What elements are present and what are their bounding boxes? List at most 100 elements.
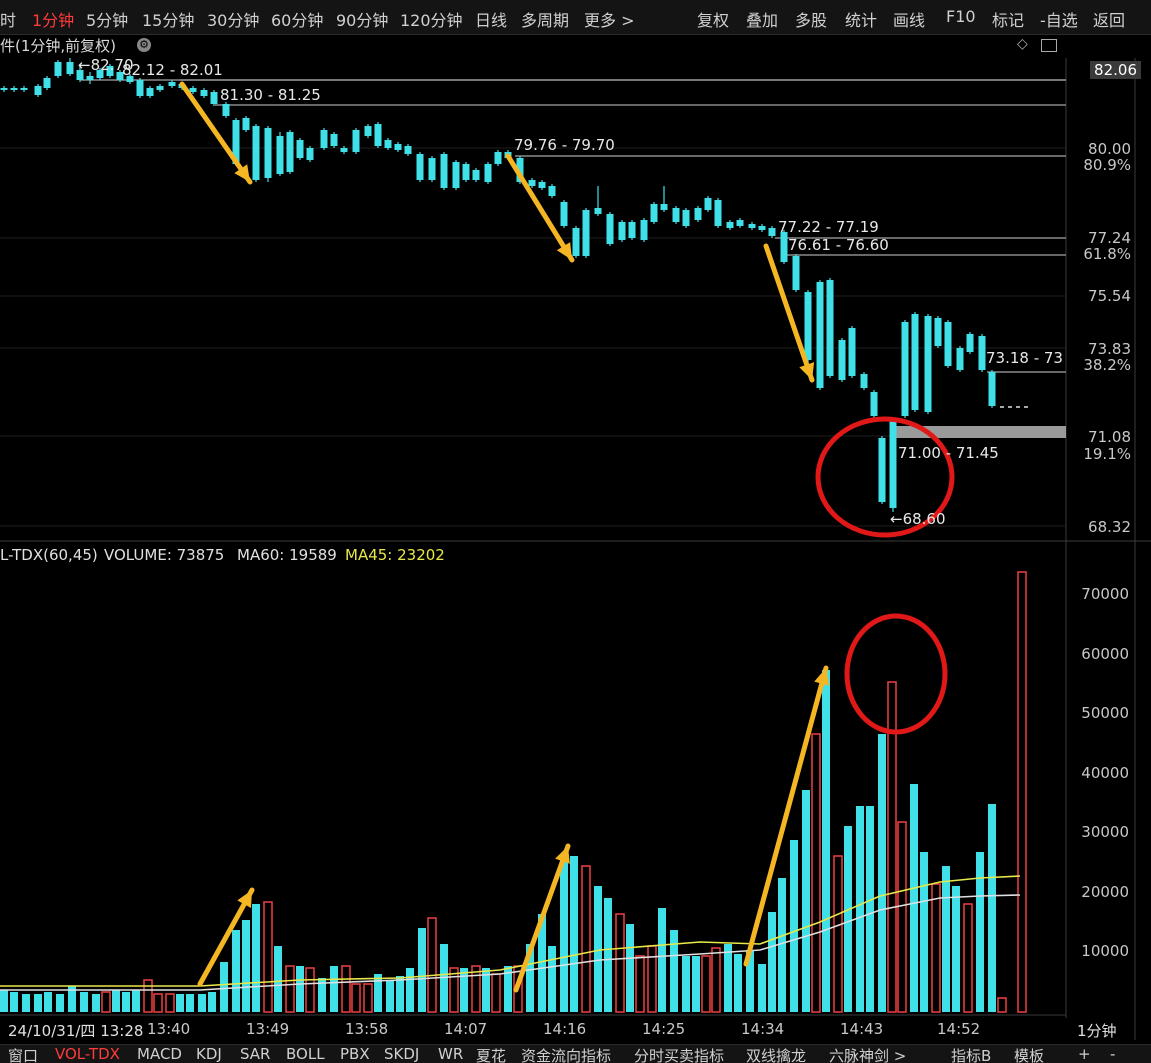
indicator-tab-2[interactable]: MACD [137, 1045, 182, 1063]
period-tab-7[interactable]: 120分钟 [400, 11, 463, 30]
bottom-right-button-0[interactable]: 指标B [951, 1047, 992, 1063]
volume-indicator-name[interactable]: L-TDX(60,45) [0, 546, 98, 564]
toolbar-action-4[interactable]: 画线 [893, 11, 926, 30]
volume-bar [22, 994, 30, 1012]
period-tab-1[interactable]: 1分钟 [32, 11, 75, 30]
volume-bar [186, 994, 194, 1012]
indicator-tab-bar: 窗口 VOL-TDX MACD KDJ SAR BOLL PBX SKDJ WR 夏花 资金流向指标… [0, 1044, 1151, 1063]
indicator-tab-0[interactable]: 窗口 [8, 1047, 39, 1063]
indicator-tab-11[interactable]: 分时买卖指标 [634, 1047, 725, 1063]
candle-body [76, 70, 84, 80]
bottom-right-button-3[interactable]: - [1110, 1045, 1116, 1063]
volume-bar [1017, 571, 1027, 1013]
zone-label: 77.22 - 77.19 [778, 218, 879, 236]
volume-bar [34, 994, 42, 1012]
candle-body [768, 228, 776, 236]
candle-body [252, 126, 260, 180]
volume-bar [822, 670, 830, 1012]
candle-body [901, 322, 909, 416]
candle-body [838, 340, 846, 380]
toolbar-action-0[interactable]: 复权 [697, 11, 730, 30]
toolbar-action-3[interactable]: 统计 [845, 11, 878, 30]
indicator-tab-10[interactable]: 资金流向指标 [521, 1047, 612, 1063]
candle-body [792, 256, 800, 290]
period-tab-10[interactable]: 更多 > [584, 11, 635, 30]
period-toolbar: 时 1分钟 5分钟 15分钟 30分钟 60分钟 90分钟 120分钟 日线 多周期 更多 > 复权叠… [0, 0, 1151, 35]
indicator-tab-7[interactable]: SKDJ [384, 1045, 420, 1063]
candle-body [200, 90, 208, 96]
volume-bar [0, 990, 8, 1012]
bottom-right-button-2[interactable]: + [1078, 1045, 1091, 1063]
volume-bar [263, 901, 273, 1013]
toolbar-action-1[interactable]: 叠加 [746, 11, 779, 30]
toolbar-action-5[interactable]: F10 [946, 7, 976, 26]
candle-body [340, 148, 348, 152]
volume-bar [232, 930, 240, 1012]
candle-body [878, 438, 886, 502]
toolbar-action-7[interactable]: -自选 [1040, 11, 1078, 30]
volume-bar [997, 997, 1007, 1013]
candle-body [924, 316, 932, 412]
period-tab-6[interactable]: 90分钟 [336, 11, 389, 30]
period-tab-8[interactable]: 日线 [475, 11, 508, 30]
candle-body [848, 328, 856, 376]
period-tab-4[interactable]: 30分钟 [207, 11, 260, 30]
indicator-tab-3[interactable]: KDJ [196, 1045, 222, 1063]
time-label: 14:52 [937, 1020, 981, 1038]
trend-arrowhead [799, 362, 815, 380]
candle-body [934, 318, 942, 346]
indicator-tab-8[interactable]: WR [438, 1045, 464, 1063]
indicator-tab-12[interactable]: 双线擒龙 [746, 1047, 807, 1063]
trend-arrow [505, 153, 575, 263]
trend-arrowhead [555, 846, 570, 864]
indicator-tab-13[interactable]: 六脉神剑 > [829, 1047, 907, 1063]
indicator-tab-4[interactable]: SAR [240, 1045, 271, 1063]
volume-bar [112, 990, 120, 1012]
price-tick: 73.83 [1088, 340, 1131, 358]
candle-body [20, 88, 28, 90]
candle-body [628, 222, 636, 238]
diamond-icon[interactable]: ◇ [1017, 36, 1028, 52]
volume-bar [778, 878, 786, 1012]
zone-label: 73.18 - 73 [986, 349, 1063, 367]
candle-body [384, 140, 392, 148]
period-tab-0[interactable]: 时 [0, 11, 17, 30]
bottom-right-button-1[interactable]: 模板 [1014, 1047, 1045, 1063]
settings-icon[interactable]: ⚙ [137, 38, 151, 52]
period-tab-9[interactable]: 多周期 [521, 11, 570, 30]
volume-bar [594, 886, 602, 1012]
candle-body [682, 210, 690, 226]
indicator-tab-9[interactable]: 夏花 [476, 1047, 507, 1063]
trend-arrow [197, 887, 255, 987]
candle-body [594, 208, 602, 214]
indicator-tab-1[interactable]: VOL-TDX [55, 1045, 120, 1063]
high-price-label: ←82.70 [78, 56, 134, 74]
period-tab-2[interactable]: 5分钟 [86, 11, 129, 30]
toolbar-action-8[interactable]: 返回 [1093, 11, 1126, 30]
candle-body [966, 334, 974, 352]
period-tab-3[interactable]: 15分钟 [142, 11, 195, 30]
candle-body [826, 280, 834, 376]
fib-label: 61.8% [1083, 245, 1131, 263]
ma60-line [0, 894, 1021, 991]
candle-body [484, 164, 492, 182]
volume-bar [682, 956, 690, 1012]
candle-body [650, 204, 658, 222]
volume-bar [734, 954, 742, 1012]
volume-bar [856, 806, 864, 1012]
panel-toggle-icon[interactable] [1041, 39, 1057, 52]
candle-body [156, 86, 164, 90]
toolbar-action-6[interactable]: 标记 [992, 11, 1025, 30]
candle-body [352, 130, 360, 152]
toolbar-action-2[interactable]: 多股 [795, 11, 828, 30]
volume-bar [132, 990, 140, 1012]
volume-bar [491, 973, 501, 1013]
candle-body [726, 222, 734, 228]
candle-body [276, 136, 284, 174]
indicator-tab-6[interactable]: PBX [340, 1045, 370, 1063]
indicator-tab-5[interactable]: BOLL [286, 1045, 325, 1063]
candle-body [472, 170, 480, 180]
volume-tick: 10000 [1081, 942, 1129, 960]
period-tab-5[interactable]: 60分钟 [271, 11, 324, 30]
